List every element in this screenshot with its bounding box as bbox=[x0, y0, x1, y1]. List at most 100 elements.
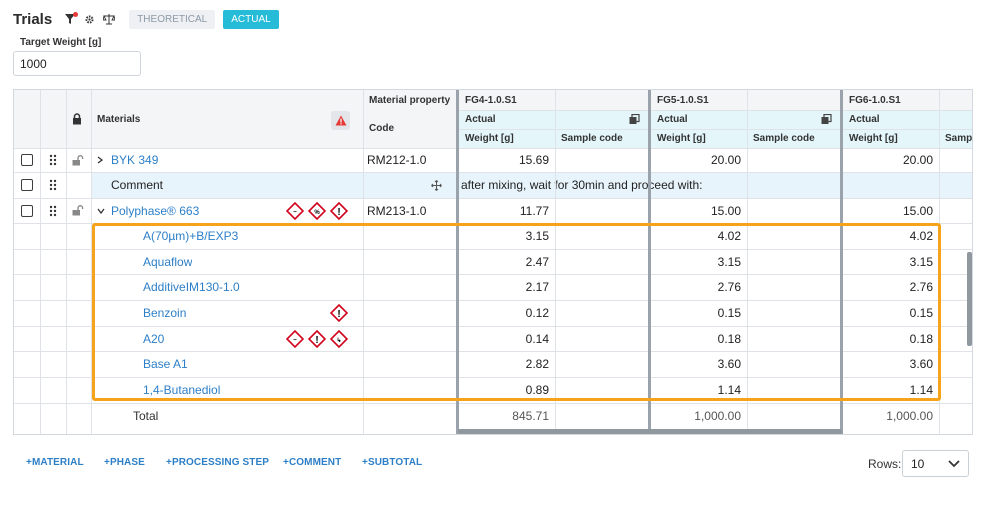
row-divider bbox=[14, 274, 972, 275]
weight-cell[interactable]: 20.00 bbox=[902, 153, 933, 167]
horizontal-scrollbar[interactable] bbox=[458, 429, 842, 434]
sub-material-link[interactable]: AdditiveIM130-1.0 bbox=[143, 280, 240, 294]
weight-cell[interactable]: 0.14 bbox=[525, 331, 549, 346]
material-name-link[interactable]: BYK 349 bbox=[111, 153, 159, 167]
row-checkbox[interactable] bbox=[21, 198, 33, 223]
weight-cell[interactable]: 3.60 bbox=[717, 357, 741, 371]
row-divider bbox=[14, 326, 972, 327]
svg-text:~: ~ bbox=[293, 210, 297, 216]
chevron-down-icon[interactable] bbox=[97, 198, 105, 223]
weight-cell[interactable]: 3.15 bbox=[909, 254, 933, 269]
material-code: RM213-1.0 bbox=[367, 203, 427, 218]
weight-cell[interactable]: 1.14 bbox=[909, 383, 933, 397]
row-checkbox[interactable] bbox=[21, 172, 33, 198]
row-checkbox[interactable] bbox=[21, 148, 33, 172]
add-comment-button[interactable]: +COMMENT bbox=[283, 457, 342, 468]
warn-button[interactable] bbox=[331, 109, 350, 131]
material-property-header: Material property bbox=[369, 94, 451, 106]
column-divider bbox=[747, 90, 748, 434]
weight-cell[interactable]: 15.69 bbox=[518, 153, 549, 167]
weight-cell[interactable]: 3.15 bbox=[717, 254, 741, 269]
row-divider bbox=[14, 249, 972, 250]
material-name-link[interactable]: Polyphase® 663 bbox=[111, 203, 200, 218]
trial-mode-header: Actual bbox=[465, 114, 496, 125]
hazard-pictogram-icon: ! bbox=[308, 329, 326, 348]
scale-icon[interactable] bbox=[103, 13, 116, 25]
chevron-right-icon[interactable] bbox=[97, 148, 103, 172]
weight-cell[interactable]: 0.15 bbox=[717, 306, 741, 320]
drag-handle-icon[interactable] bbox=[49, 198, 57, 223]
weight-cell[interactable]: 3.60 bbox=[909, 357, 933, 371]
hazard-icons: ~%! bbox=[286, 198, 348, 223]
material-code: RM212-1.0 bbox=[367, 153, 427, 167]
weight-cell[interactable]: 2.17 bbox=[525, 280, 549, 294]
weight-header: Weight [g] bbox=[849, 133, 898, 144]
column-divider bbox=[363, 90, 364, 434]
weight-cell[interactable]: 11.77 bbox=[519, 203, 549, 218]
weight-cell[interactable]: 2.76 bbox=[717, 280, 741, 294]
weight-cell[interactable]: 15.00 bbox=[710, 203, 741, 218]
header-divider bbox=[457, 129, 972, 130]
sub-material-link[interactable]: 1,4-Butanediol bbox=[143, 383, 221, 397]
weight-cell[interactable]: 0.18 bbox=[909, 331, 933, 346]
gear-icon[interactable] bbox=[84, 14, 95, 25]
comment-row-bg bbox=[91, 172, 972, 198]
sample-code-header: Sampl bbox=[945, 133, 973, 144]
add-subtotal-button[interactable]: +SUBTOTAL bbox=[362, 457, 423, 468]
sub-material-link[interactable]: A(70µm)+B/EXP3 bbox=[143, 229, 239, 243]
add-material-button[interactable]: +MATERIAL bbox=[26, 457, 84, 468]
total-label: Total bbox=[133, 409, 159, 423]
weight-cell[interactable]: 20.00 bbox=[710, 153, 741, 167]
sub-material-link[interactable]: A20 bbox=[143, 331, 165, 346]
weight-cell[interactable]: 3.15 bbox=[525, 229, 549, 243]
toggle-theoretical[interactable]: THEORETICAL bbox=[129, 9, 216, 29]
trial-mode-header: Actual bbox=[849, 114, 880, 125]
trial-name-header: FG4-1.0.S1 bbox=[465, 94, 517, 106]
row-divider bbox=[14, 198, 972, 199]
hazard-pictogram-icon: ! bbox=[330, 304, 348, 322]
weight-cell[interactable]: 2.76 bbox=[909, 280, 933, 294]
rows-per-page-select[interactable]: 10 bbox=[902, 450, 969, 477]
weight-cell[interactable]: 0.12 bbox=[525, 306, 549, 320]
vertical-scrollbar[interactable] bbox=[967, 252, 972, 346]
target-weight-input[interactable] bbox=[13, 51, 141, 76]
hazard-icons: ! bbox=[330, 300, 348, 326]
unlock-icon[interactable] bbox=[72, 148, 84, 172]
weight-cell[interactable]: 2.47 bbox=[525, 254, 549, 269]
weight-cell[interactable]: 15.00 bbox=[902, 203, 933, 218]
svg-text:%: % bbox=[314, 210, 320, 216]
copy-icon[interactable] bbox=[629, 110, 640, 129]
weight-cell[interactable]: 2.82 bbox=[525, 357, 549, 371]
code-header: Code bbox=[369, 122, 394, 134]
toggle-actual[interactable]: ACTUAL bbox=[223, 9, 279, 29]
weight-cell[interactable]: 1.14 bbox=[717, 383, 741, 397]
weight-header: Weight [g] bbox=[657, 133, 706, 144]
weight-cell[interactable]: 0.18 bbox=[717, 331, 741, 346]
sub-material-link[interactable]: Base A1 bbox=[143, 357, 188, 371]
weight-cell[interactable]: 4.02 bbox=[717, 229, 741, 243]
hazard-pictogram-icon: ~ bbox=[286, 329, 304, 348]
row-divider bbox=[14, 377, 972, 378]
column-divider bbox=[40, 90, 41, 434]
drag-handle-icon[interactable] bbox=[49, 148, 57, 172]
sub-material-link[interactable]: Aquaflow bbox=[143, 254, 193, 269]
copy-icon[interactable] bbox=[821, 110, 832, 129]
sample-code-header: Sample code bbox=[753, 133, 815, 144]
materials-header: Materials bbox=[97, 113, 141, 125]
svg-text:!: ! bbox=[337, 207, 340, 218]
filter-icon[interactable] bbox=[64, 12, 79, 25]
rows-per-page-value: 10 bbox=[911, 456, 925, 471]
trial-name-header: FG5-1.0.S1 bbox=[657, 94, 709, 106]
move-icon[interactable] bbox=[431, 172, 442, 198]
comment-text: after mixing, wait for 30min and proceed… bbox=[461, 178, 703, 192]
weight-cell[interactable]: 4.02 bbox=[909, 229, 933, 243]
sub-material-link[interactable]: Benzoin bbox=[143, 306, 187, 320]
svg-text:↳: ↳ bbox=[336, 337, 341, 344]
add-phase-button[interactable]: +PHASE bbox=[104, 457, 145, 468]
add-processing-step-button[interactable]: +PROCESSING STEP bbox=[166, 457, 270, 468]
drag-handle-icon[interactable] bbox=[49, 172, 57, 198]
weight-cell[interactable]: 0.15 bbox=[909, 306, 933, 320]
weight-cell[interactable]: 0.89 bbox=[525, 383, 549, 397]
unlock-icon[interactable] bbox=[72, 198, 84, 223]
trial-name-header: FG6-1.0.S1 bbox=[849, 94, 901, 106]
